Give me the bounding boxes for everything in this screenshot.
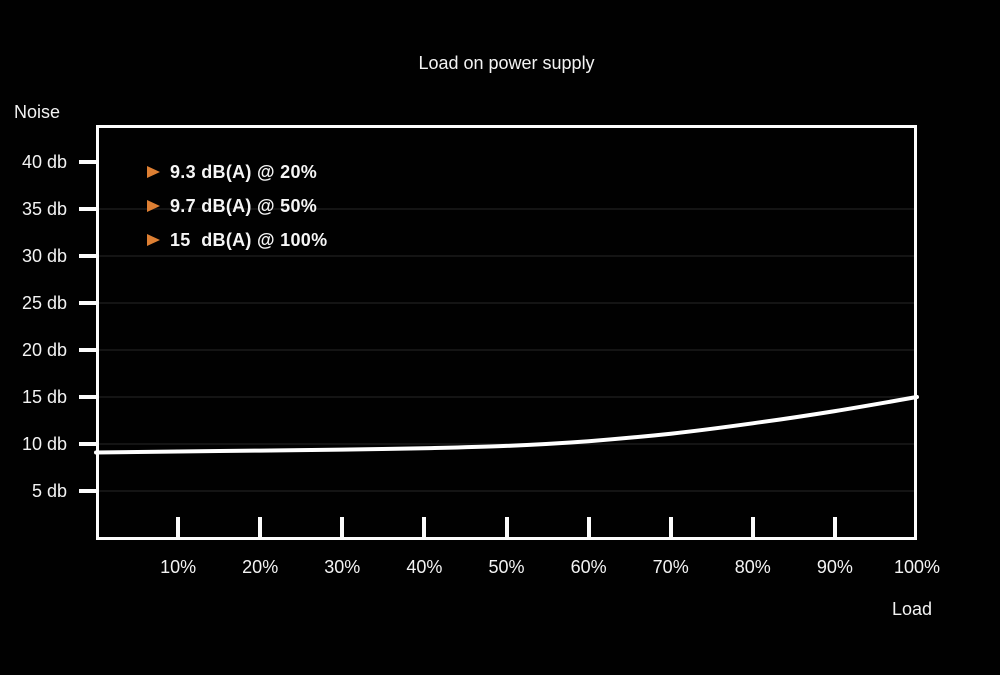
y-tick-label: 20 db: [21, 340, 67, 360]
y-tick-label: 40 db: [21, 152, 67, 172]
arrow-right-icon: [147, 200, 160, 212]
x-tick-mark: [750, 517, 755, 538]
y-axis-title: Noise: [14, 102, 61, 122]
arrow-right-icon: [147, 234, 160, 246]
noise-curve: [94, 395, 919, 455]
chart-title: Load on power supply: [418, 53, 595, 73]
x-tick-mark: [340, 517, 345, 538]
x-tick-mark: [832, 517, 837, 538]
y-tick-mark: [79, 207, 96, 211]
x-tick-mark: [586, 517, 591, 538]
x-tick-mark: [422, 517, 427, 538]
x-tick-mark: [176, 517, 181, 538]
legend: 9.3 dB(A) @ 20% 9.7 dB(A) @ 50% 15 dB(A) @…: [147, 160, 327, 262]
legend-item: 9.7 dB(A) @ 50%: [147, 194, 327, 218]
y-tick-mark: [79, 254, 96, 258]
x-tick-label: 70%: [652, 557, 689, 577]
legend-label: 9.7 dB(A) @ 50%: [170, 195, 318, 216]
y-tick-label: 35 db: [21, 199, 67, 219]
x-tick-label: 40%: [406, 557, 443, 577]
y-tick-label: 15 db: [21, 387, 67, 407]
y-tick-label: 25 db: [21, 293, 67, 313]
x-tick-mark: [668, 517, 673, 538]
y-tick-label: 5 db: [31, 481, 67, 501]
x-axis-title: Load: [891, 599, 933, 619]
plot-area-border: [96, 125, 917, 540]
arrow-right-icon: [147, 166, 160, 178]
x-tick-mark: [258, 517, 263, 538]
y-tick-mark: [79, 301, 96, 305]
y-tick-mark: [79, 442, 96, 446]
y-tick-mark: [79, 489, 96, 493]
y-tick-label: 10 db: [21, 434, 67, 454]
x-tick-label: 60%: [570, 557, 607, 577]
x-tick-label: 50%: [488, 557, 525, 577]
x-tick-mark: [504, 517, 509, 538]
x-tick-label: 80%: [734, 557, 771, 577]
x-tick-label: 20%: [242, 557, 279, 577]
y-tick-mark: [79, 395, 96, 399]
y-tick-label: 30 db: [21, 246, 67, 266]
y-tick-mark: [79, 160, 96, 164]
x-tick-label: 90%: [816, 557, 853, 577]
x-tick-label: 10%: [160, 557, 197, 577]
legend-item: 9.3 dB(A) @ 20%: [147, 160, 327, 184]
legend-label: 9.3 dB(A) @ 20%: [170, 161, 318, 182]
legend-label: 15 dB(A) @ 100%: [170, 229, 328, 250]
y-tick-mark: [79, 348, 96, 352]
legend-item: 15 dB(A) @ 100%: [147, 228, 327, 252]
x-tick-label: 30%: [324, 557, 361, 577]
x-tick-label: 100%: [893, 557, 941, 577]
